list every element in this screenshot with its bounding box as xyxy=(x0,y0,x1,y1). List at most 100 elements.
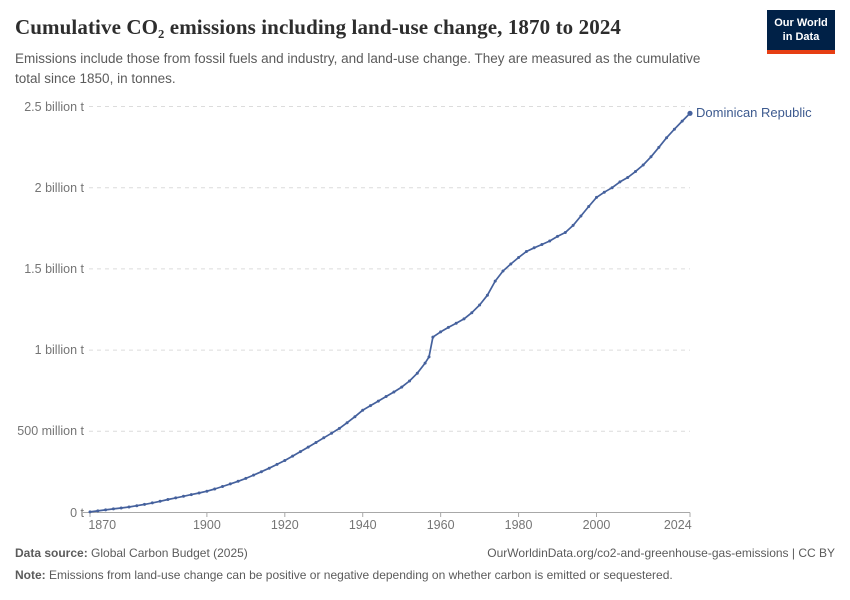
data-point-marker xyxy=(330,431,334,435)
x-axis-tick-label: 1980 xyxy=(504,518,533,532)
data-point-marker xyxy=(680,119,684,123)
data-point-marker xyxy=(641,163,645,167)
owid-logo[interactable]: Our World in Data xyxy=(767,10,835,54)
line-end-marker xyxy=(687,110,693,116)
data-point-marker xyxy=(306,445,310,449)
data-point-marker xyxy=(96,509,100,513)
data-point-marker xyxy=(657,145,661,149)
data-point-marker xyxy=(166,498,170,501)
chart-title: Cumulative CO₂ emissions including land-… xyxy=(15,15,622,39)
data-point-marker xyxy=(400,385,404,389)
data-point-marker xyxy=(267,466,271,470)
data-point-marker xyxy=(626,176,630,179)
x-axis-tick-label: 1920 xyxy=(270,518,299,532)
footer: Data source: Global Carbon Budget (2025)… xyxy=(15,546,835,560)
data-point-marker xyxy=(532,246,536,250)
x-axis-tick-label: 2024 xyxy=(663,518,692,532)
data-point-marker xyxy=(236,479,240,483)
data-point-marker xyxy=(672,127,676,131)
data-point-marker xyxy=(298,450,302,454)
data-point-marker xyxy=(548,239,552,243)
y-axis-tick-label: 500 million t xyxy=(17,424,84,439)
data-point-marker xyxy=(579,214,583,218)
data-point-marker xyxy=(563,231,567,234)
chart-subtitle: Emissions include those from fossil fuel… xyxy=(15,51,701,86)
owid-logo-line1: Our World xyxy=(774,17,828,29)
data-point-marker xyxy=(408,379,411,383)
data-point-marker xyxy=(322,436,326,440)
data-point-marker xyxy=(127,505,131,509)
data-point-marker xyxy=(174,496,178,500)
data-point-marker xyxy=(119,506,123,510)
data-point-marker xyxy=(392,390,396,394)
data-point-marker xyxy=(369,404,372,408)
data-point-marker xyxy=(454,321,458,325)
data-point-marker xyxy=(283,459,287,462)
data-point-marker xyxy=(384,395,388,398)
data-point-marker xyxy=(485,293,489,297)
series-label-dominican-republic[interactable]: Dominican Republic xyxy=(696,105,812,121)
data-point-marker xyxy=(314,441,318,444)
data-point-marker xyxy=(361,408,365,412)
data-point-marker xyxy=(446,325,450,329)
data-point-marker xyxy=(462,317,466,321)
x-axis-tick-label: 1900 xyxy=(192,518,221,532)
data-point-marker xyxy=(587,205,591,208)
data-point-marker xyxy=(665,136,669,140)
y-axis-tick-label: 2 billion t xyxy=(34,180,84,195)
data-point-marker xyxy=(595,195,598,199)
license-link[interactable]: OurWorldinData.org/co2-and-greenhouse-ga… xyxy=(487,546,835,560)
data-point-marker xyxy=(501,269,505,273)
data-point-marker xyxy=(244,476,248,480)
data-point-marker xyxy=(189,493,193,497)
data-line-dominican-republic xyxy=(89,112,691,513)
data-point-marker xyxy=(353,415,357,419)
data-point-marker xyxy=(150,501,154,505)
data-point-marker xyxy=(221,485,224,488)
data-point-marker xyxy=(470,311,474,315)
y-axis-tick-label: 2.5 billion t xyxy=(24,99,84,114)
data-source-value: Global Carbon Budget (2025) xyxy=(87,546,248,560)
data-source-line: Data source: Global Carbon Budget (2025) xyxy=(15,546,248,560)
data-point-marker xyxy=(104,508,108,512)
data-point-marker xyxy=(649,155,653,159)
data-point-marker xyxy=(345,421,349,425)
y-axis-tick-label: 1.5 billion t xyxy=(24,261,84,276)
data-point-marker xyxy=(431,335,435,339)
data-source-label: Data source: xyxy=(15,546,88,560)
data-point-marker xyxy=(376,399,380,403)
data-point-marker xyxy=(275,462,279,466)
data-point-marker xyxy=(524,250,528,253)
data-point-marker xyxy=(143,502,146,506)
data-point-marker xyxy=(252,473,256,477)
data-point-marker xyxy=(337,426,341,430)
data-point-marker xyxy=(415,371,419,375)
data-point-marker xyxy=(182,494,185,498)
data-point-marker xyxy=(213,487,217,491)
data-point-marker xyxy=(478,303,482,307)
x-axis-tick-label: 2000 xyxy=(582,518,611,532)
data-point-marker xyxy=(88,510,92,514)
data-point-marker xyxy=(197,491,201,495)
data-point-marker xyxy=(259,470,263,474)
y-axis-tick-label: 1 billion t xyxy=(34,343,84,358)
note-text: Emissions from land-use change can be po… xyxy=(45,568,673,582)
data-point-marker xyxy=(571,223,575,227)
data-point-marker xyxy=(517,256,521,259)
data-point-marker xyxy=(618,180,622,184)
y-axis-tick-label: 0 t xyxy=(70,505,84,520)
data-point-marker xyxy=(135,504,139,508)
data-point-marker xyxy=(634,170,637,173)
data-point-marker xyxy=(602,190,606,194)
data-point-marker xyxy=(540,243,544,246)
x-axis-tick-label: 1940 xyxy=(348,518,377,532)
data-point-marker xyxy=(439,330,443,334)
data-point-marker xyxy=(610,186,614,190)
data-point-marker xyxy=(509,262,513,266)
data-point-marker xyxy=(158,499,162,503)
data-point-marker xyxy=(291,454,295,458)
data-point-marker xyxy=(423,361,427,365)
data-point-marker xyxy=(111,507,115,511)
